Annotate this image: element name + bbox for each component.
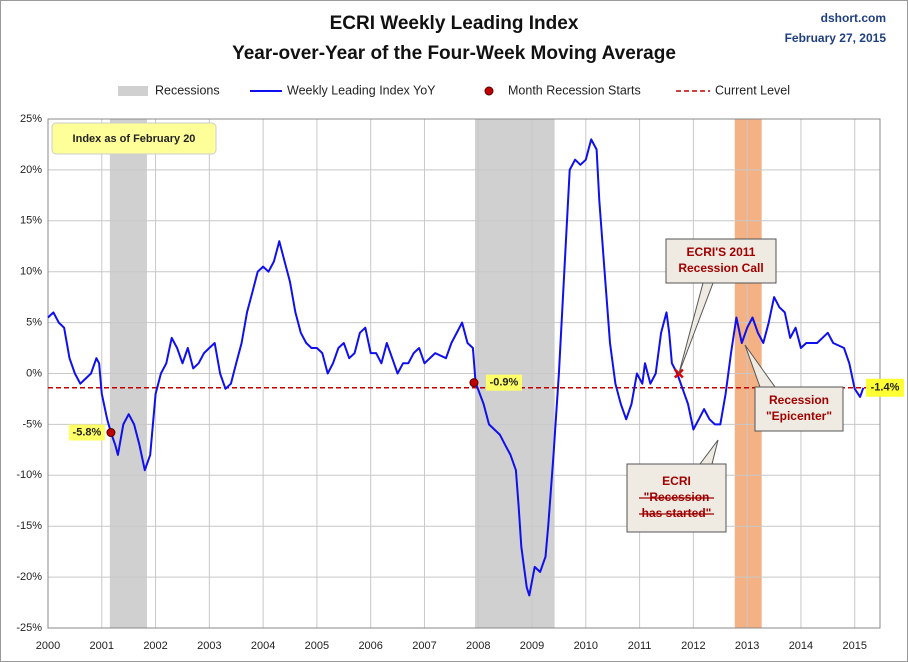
y-tick-label: 20% [20,164,42,176]
y-tick-label: 0% [26,367,42,379]
y-tick-label: -25% [16,622,42,634]
annotation: ECRI [662,474,691,488]
value-label-bg [485,374,522,391]
x-tick-label: 2001 [90,640,114,652]
recession-start-marker [106,428,116,438]
y-tick-label: 25% [20,113,42,125]
x-tick-label: 2010 [574,640,598,652]
annotation: ECRI'S 2011 [687,245,756,259]
x-tick-label: 2005 [305,640,329,652]
y-tick-label: -20% [16,571,42,583]
y-tick-label: -15% [16,520,42,532]
x-tick-label: 2011 [628,640,652,652]
data-line [47,138,865,597]
annotation: "Epicenter" [766,409,832,423]
x-tick-label: 2014 [789,640,813,652]
plot-border [47,118,881,629]
annotation: "Recession [644,490,710,504]
callout-box [665,238,777,284]
y-tick-label: 15% [20,215,42,227]
y-tick-label: -5% [22,418,42,430]
annotation: has started" [642,506,712,520]
x-tick-label: 2000 [36,640,60,652]
x-tick-label: 2007 [412,640,436,652]
annotation: Recession [769,393,829,407]
x-tick-label: 2015 [842,640,866,652]
legend-swatch [484,86,494,96]
x-tick-label: 2002 [143,640,167,652]
source: dshort.com [821,11,886,25]
annotation: Index as of February 20 [73,133,196,145]
current-label-bg [866,378,904,397]
x-tick-label: 2008 [466,640,490,652]
y-tick-label: -10% [16,469,42,481]
date: February 27, 2015 [785,31,887,45]
legend-label: Current Level [715,83,790,97]
chart-title: ECRI Weekly Leading Index [330,13,579,34]
callout-box [754,386,844,432]
annotation: Recession Call [678,261,763,275]
y-tick-label: 5% [26,317,42,329]
current-level-label: -1.4% [871,382,900,394]
value-label: -5.8% [73,426,102,438]
x-tick-label: 2012 [681,640,705,652]
x-tick-label: 2004 [251,640,275,652]
y-tick-label: 10% [20,266,42,278]
legend-label: Weekly Leading Index YoY [287,83,436,97]
chart-subtitle: Year-over-Year of the Four-Week Moving A… [232,43,676,64]
x-tick-label: 2009 [520,640,544,652]
recession-start-marker [469,378,479,388]
legend-label: Month Recession Starts [508,83,641,97]
annotation-box [51,122,217,155]
value-label-bg [68,424,105,441]
x-tick-label: 2006 [358,640,382,652]
x-tick-label: 2013 [735,640,759,652]
legend-swatch [118,86,148,96]
value-label: -0.9% [490,377,519,389]
x-tick-label: 2003 [197,640,221,652]
legend-label: Recessions [155,83,220,97]
